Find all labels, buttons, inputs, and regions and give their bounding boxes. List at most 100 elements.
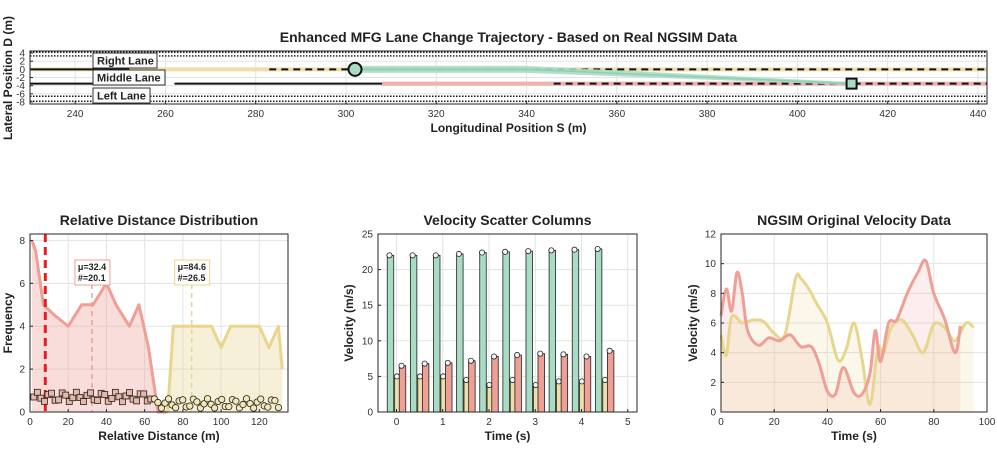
- y-tick-label: -8: [16, 97, 25, 108]
- bar-cap-green: [409, 252, 416, 259]
- scatter-square: [48, 389, 55, 397]
- scatter-square: [115, 393, 123, 401]
- x-tick-label: 20: [63, 417, 75, 428]
- x-tick-label: 20: [769, 417, 781, 428]
- scatter-square: [65, 398, 73, 405]
- scatter-square: [76, 394, 84, 401]
- scatter-circle: [271, 397, 279, 405]
- bar-green: [386, 254, 395, 413]
- x-tick-label: 100: [979, 417, 996, 428]
- bar-green: [594, 248, 603, 413]
- x-axis-label: Time (s): [485, 429, 531, 443]
- bar-red: [514, 354, 522, 413]
- x-tick-label: 0: [27, 417, 33, 428]
- plot-content: [30, 51, 987, 102]
- bar-red: [468, 360, 476, 413]
- axes-decor: 0 20 40 60 80 100 120 0 2 4 6 8 Relative Distance Di…: [1, 212, 289, 443]
- mean-text: μ=32.4: [78, 262, 106, 272]
- bar-green: [525, 250, 533, 413]
- scatter-circle: [218, 395, 226, 404]
- lane-label-box: [92, 52, 158, 69]
- scatter-circle: [211, 404, 219, 412]
- bar-green: [433, 254, 441, 413]
- axes-frame: [377, 233, 638, 413]
- x-tick-label: 440: [970, 109, 987, 120]
- chart-dist: μ=32.4#=20.1μ=84.6#=26.50 20 40 60 80 100 1200…: [1, 212, 289, 443]
- y-tick-label: 4: [19, 322, 25, 333]
- y-tick-label: 0: [19, 65, 25, 76]
- bar-cap-red: [398, 362, 405, 369]
- lane-label-1: Middle Lane: [92, 69, 166, 86]
- scatter-square: [33, 388, 41, 396]
- scatter-circle: [274, 403, 283, 412]
- bar-cap-green: [432, 252, 439, 259]
- bar-cap-red: [514, 352, 521, 359]
- axes-decor: 240 260 280 300 320 340 360 380 400 420 440420-2-4…: [1, 16, 988, 140]
- x-tick-label: 80: [177, 417, 189, 428]
- area-red: [31, 240, 168, 412]
- scatter-square: [30, 393, 38, 401]
- scatter-circle: [257, 395, 265, 403]
- scatter-circle: [264, 403, 272, 411]
- bar-cap-red: [537, 350, 544, 357]
- bar-green: [409, 254, 418, 413]
- bar-cap-yellow: [463, 376, 470, 383]
- bar-cap-yellow: [393, 373, 400, 380]
- bar-cap-red: [560, 351, 567, 358]
- x-tick-label: 280: [247, 109, 264, 120]
- y-tick-label: 10: [705, 259, 717, 270]
- bar-cap-red: [491, 353, 498, 360]
- y-tick-label: -2: [16, 73, 25, 84]
- x-tick-label: 380: [699, 109, 716, 120]
- chart-title: Velocity Scatter Columns: [423, 212, 591, 228]
- y-tick-label: 8: [19, 236, 25, 247]
- bar-red: [606, 350, 615, 413]
- scatter-square: [101, 391, 109, 398]
- bar-cap-yellow: [417, 373, 424, 380]
- y-tick-label: 10: [362, 336, 374, 347]
- scatter-circle: [164, 395, 173, 403]
- x-tick-label: 300: [338, 109, 355, 120]
- y-tick-label: -6: [16, 89, 25, 100]
- x-tick-label: 2: [486, 417, 492, 428]
- y-tick-label: 5: [367, 372, 373, 383]
- y-axis-label: Velocity (m/s): [686, 284, 700, 361]
- bar-cap-yellow: [486, 381, 493, 388]
- bar-red: [560, 353, 569, 413]
- bar-cap-yellow: [440, 373, 447, 380]
- plot-content: [719, 258, 975, 412]
- velocity-line-yellow: [719, 272, 975, 407]
- bar-cap-green: [594, 245, 601, 252]
- x-tick-label: 360: [608, 109, 625, 120]
- scatter-square: [126, 389, 133, 396]
- scatter-square: [140, 390, 148, 398]
- bar-red: [445, 362, 453, 413]
- y-tick-label: 15: [362, 301, 374, 312]
- chart-traj: 240 260 280 300 320 340 360 380 400 420 440420-2-4…: [1, 16, 988, 140]
- y-tick-label: 0: [19, 408, 25, 419]
- bar-cap-green: [386, 252, 393, 259]
- bar-cap-yellow: [532, 381, 539, 388]
- scatter-square: [111, 388, 119, 396]
- bar-red: [421, 363, 430, 413]
- y-axis-label: Lateral Position D (m): [1, 16, 15, 140]
- x-axis-label: Longitudinal Position S (m): [431, 121, 587, 135]
- scatter-square: [119, 398, 126, 406]
- x-tick-label: 100: [213, 417, 230, 428]
- x-tick-label: 0: [394, 417, 400, 428]
- y-tick-label: 2: [19, 365, 25, 376]
- y-tick-label: 4: [19, 49, 25, 60]
- x-tick-label: 40: [101, 417, 113, 428]
- x-tick-label: 3: [532, 417, 538, 428]
- scatter-circle: [250, 404, 258, 412]
- lane-label-box: [92, 87, 151, 104]
- trajectory-band: [355, 65, 852, 86]
- scatter-square: [80, 398, 87, 405]
- x-tick-label: 60: [139, 417, 151, 428]
- scatter-square: [62, 391, 70, 399]
- y-tick-label: 6: [19, 279, 25, 290]
- scatter-circle: [157, 404, 166, 412]
- x-tick-label: 1: [440, 417, 446, 428]
- bar-cap-red: [467, 357, 474, 364]
- y-tick-label: 0: [367, 408, 373, 419]
